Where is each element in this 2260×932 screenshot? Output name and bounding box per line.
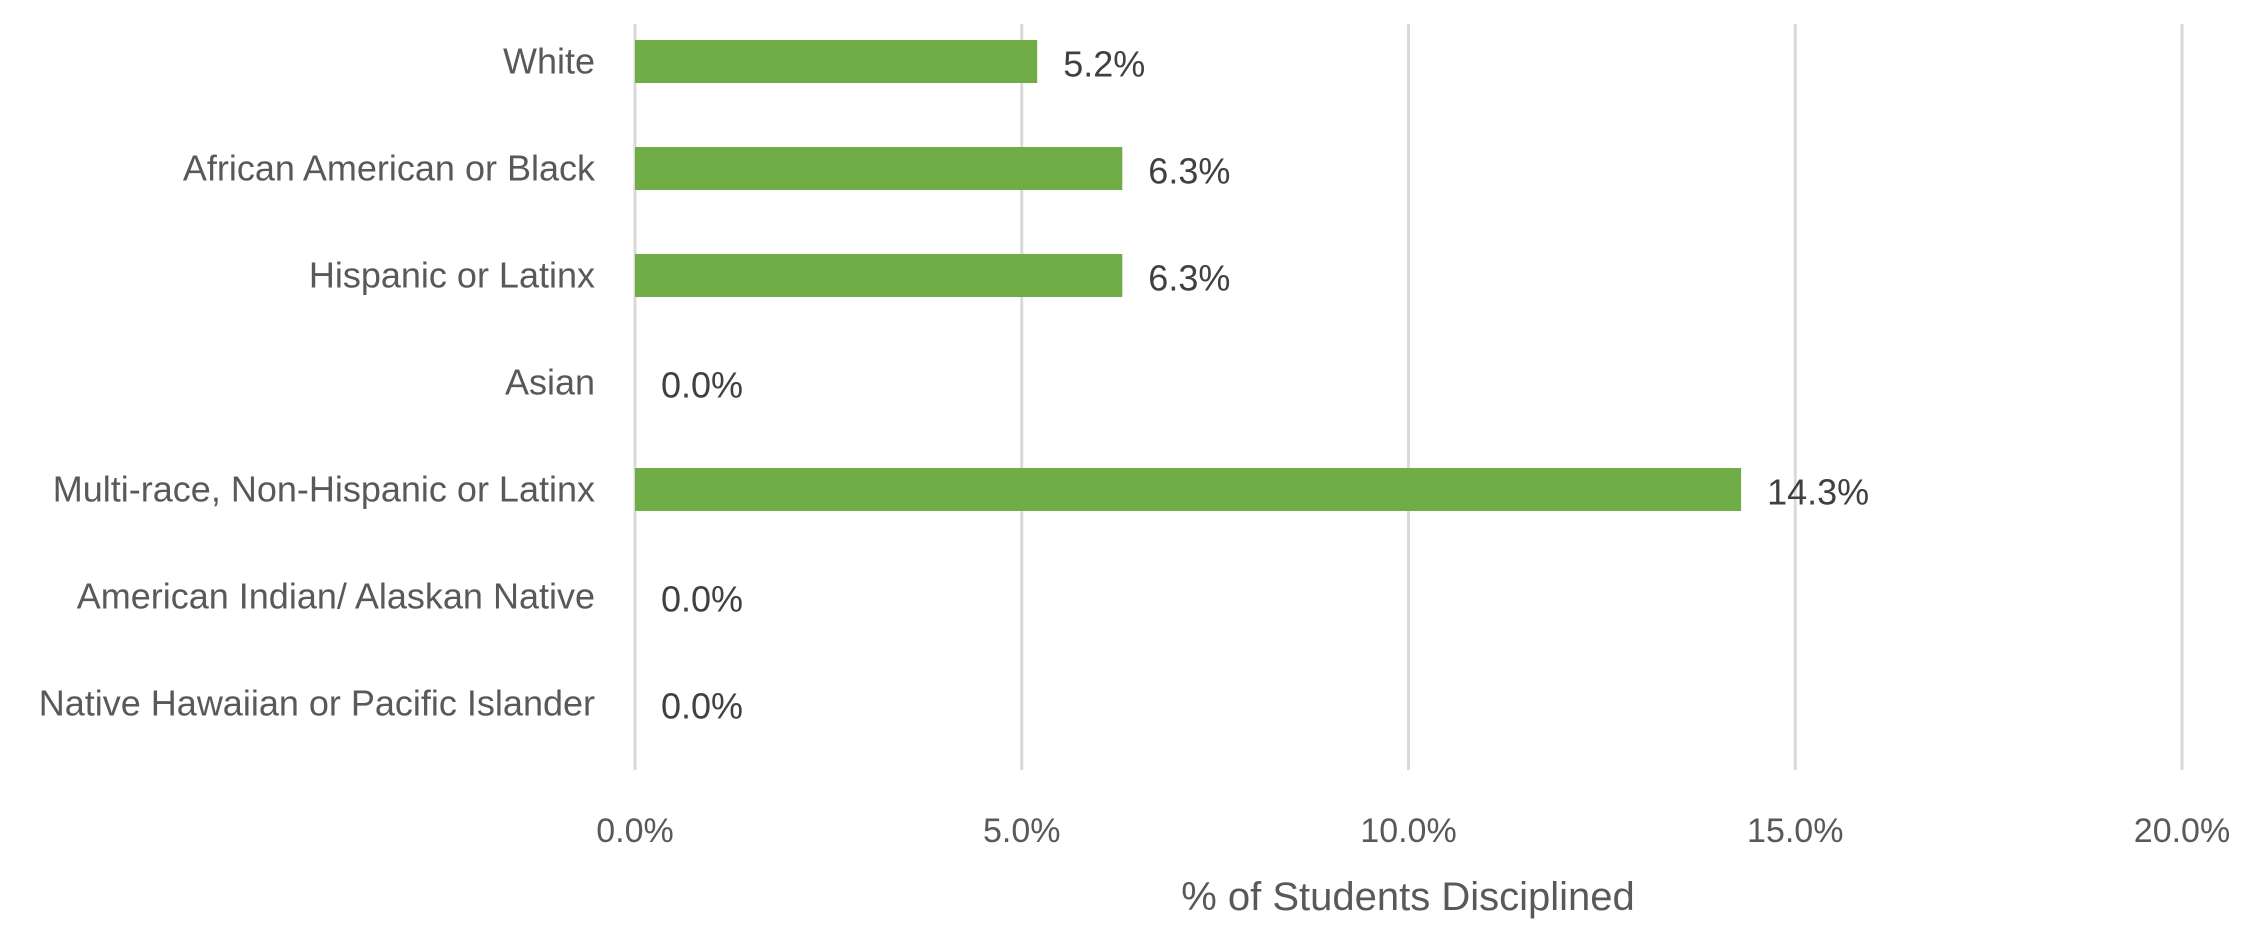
x-tick-label: 20.0% bbox=[2134, 812, 2230, 850]
category-label: Asian bbox=[505, 362, 595, 403]
data-label: 0.0% bbox=[661, 686, 743, 727]
x-tick-label: 10.0% bbox=[1360, 812, 1456, 850]
category-label: Native Hawaiian or Pacific Islander bbox=[39, 683, 595, 724]
data-label: 14.3% bbox=[1767, 472, 1869, 513]
data-label: 5.2% bbox=[1063, 44, 1145, 85]
category-label: White bbox=[503, 41, 595, 82]
data-label: 0.0% bbox=[661, 365, 743, 406]
x-tick-label: 15.0% bbox=[1747, 812, 1843, 850]
x-tick-label: 0.0% bbox=[596, 812, 674, 850]
bar bbox=[635, 254, 1123, 297]
data-label: 0.0% bbox=[661, 579, 743, 620]
data-label: 6.3% bbox=[1148, 258, 1230, 299]
data-labels: 5.2% 6.3% 6.3% 0.0% 14.3% 0.0% 0.0% bbox=[661, 44, 1869, 727]
bar bbox=[635, 468, 1742, 511]
bars bbox=[635, 40, 1742, 511]
bar bbox=[635, 147, 1123, 190]
data-label: 6.3% bbox=[1148, 151, 1230, 192]
x-tick-label: 5.0% bbox=[983, 812, 1061, 850]
x-axis-tick-labels: 0.0% 5.0% 10.0% 15.0% 20.0% bbox=[596, 812, 2230, 850]
category-label: Multi-race, Non-Hispanic or Latinx bbox=[53, 469, 595, 510]
bar bbox=[635, 40, 1038, 83]
x-axis-title: % of Students Disciplined bbox=[1181, 875, 1635, 919]
category-label: Hispanic or Latinx bbox=[309, 255, 595, 296]
category-label: African American or Black bbox=[183, 148, 596, 189]
gridlines bbox=[633, 24, 2184, 770]
category-label: American Indian/ Alaskan Native bbox=[77, 576, 595, 617]
category-labels: White African American or Black Hispanic o… bbox=[39, 41, 596, 724]
